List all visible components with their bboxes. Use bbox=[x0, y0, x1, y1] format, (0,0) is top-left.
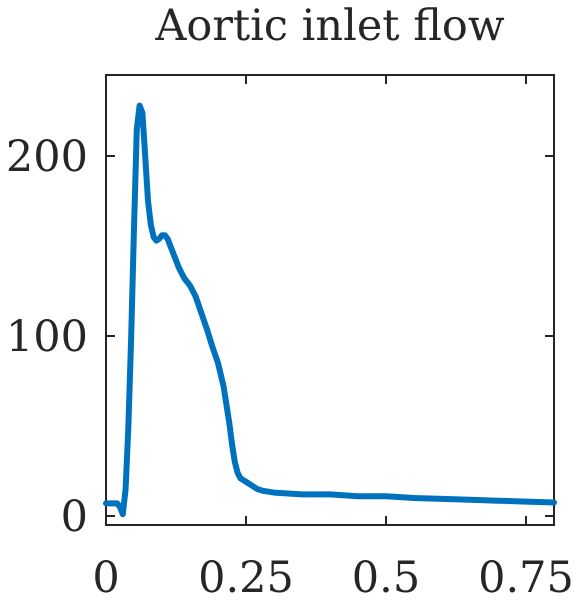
chart-title: Aortic inlet flow bbox=[154, 1, 504, 51]
axis-group: 0 0.25 0.5 0.75 0 100 200 bbox=[6, 75, 574, 601]
x-tick-label: 0.5 bbox=[352, 553, 420, 596]
series-group bbox=[103, 102, 557, 518]
y-tick-label: 100 bbox=[6, 312, 88, 362]
x-tick-label: 0.75 bbox=[478, 553, 574, 596]
series-line-flow bbox=[103, 102, 557, 518]
y-tick-label: 200 bbox=[6, 132, 88, 182]
x-tick-label: 0.25 bbox=[198, 553, 294, 596]
y-tick-label: 0 bbox=[61, 492, 88, 542]
x-tick-label: 0 bbox=[92, 553, 119, 596]
plot-frame bbox=[105, 74, 555, 526]
